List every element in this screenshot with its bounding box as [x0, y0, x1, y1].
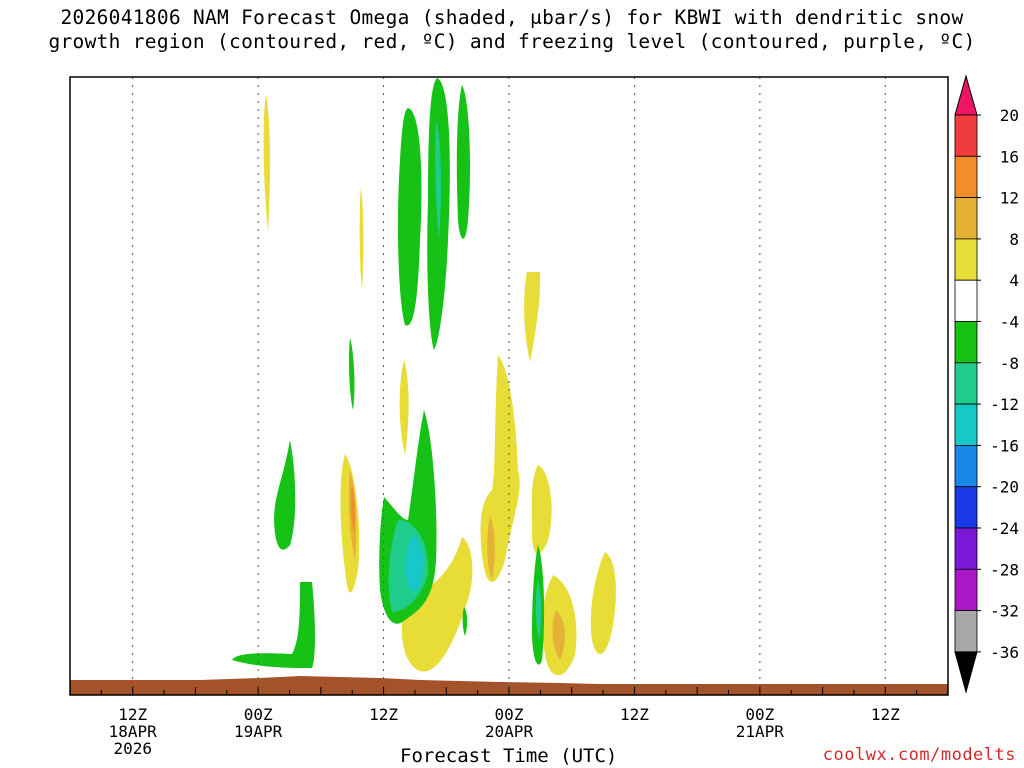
colorbar-swatch-2	[954, 155, 978, 199]
omega-shade-11	[487, 515, 495, 580]
colorbar-label-0: 20	[1000, 106, 1019, 125]
omega-shading	[232, 78, 616, 676]
colorbar-swatch-10	[954, 486, 978, 529]
x-tick-label-54: 12Z	[620, 705, 649, 724]
omega-shade-0	[263, 95, 271, 232]
x-tick-label-6: 12Z	[118, 705, 147, 724]
x-tick-label-42: 00Z	[495, 705, 524, 724]
omega-shade-20	[232, 582, 315, 668]
omega-shade-17	[349, 338, 355, 410]
omega-shade-7	[401, 537, 473, 672]
colorbar-label-10: -24	[990, 519, 1019, 538]
omega-shade-21	[462, 607, 468, 636]
omega-shade-9	[590, 552, 616, 654]
omega-shade-5	[531, 465, 552, 554]
colorbar-label-8: -16	[990, 436, 1019, 455]
colorbar-swatch-13	[954, 610, 978, 653]
omega-shade-25	[405, 535, 423, 591]
omega-shade-16	[456, 85, 470, 239]
x-tick-label-30: 12Z	[369, 705, 398, 724]
colorbar-swatch-9	[954, 444, 978, 488]
colorbar-swatch-11	[954, 527, 978, 570]
omega-shade-23	[435, 120, 441, 240]
omega-shade-12	[552, 610, 565, 660]
colorbar-label-4: 4	[1009, 271, 1019, 290]
colorbar-top-arrow	[954, 74, 978, 116]
credit-text: coolwx.com/modelts	[822, 745, 1016, 765]
colorbar-label-11: -28	[990, 560, 1019, 579]
omega-shade-1	[359, 187, 364, 290]
x-tick-label-6: 2026	[113, 739, 152, 758]
colorbar-label-13: -36	[990, 643, 1019, 662]
omega-shade-26	[535, 580, 542, 640]
omega-shade-14	[397, 108, 422, 326]
x-tick-label-18: 19APR	[234, 722, 283, 741]
colorbar-label-12: -32	[990, 602, 1019, 621]
colorbar-swatch-3	[954, 197, 978, 240]
x-tick-label-66: 00Z	[745, 705, 774, 724]
x-tick-label-18: 00Z	[244, 705, 273, 724]
omega-shade-13	[350, 484, 356, 534]
colorbar: 20 16 12 8 4 -4 -8 -12 -16 -20 -24 -28 -32 -36	[954, 74, 1019, 694]
colorbar-swatch-7	[954, 362, 978, 405]
colorbar-swatch-12	[954, 568, 978, 611]
colorbar-label-3: 8	[1009, 230, 1019, 249]
x-tick-label-42: 20APR	[485, 722, 534, 741]
x-axis-title: Forecast Time (UTC)	[400, 745, 618, 767]
omega-shade-18	[274, 440, 296, 550]
colorbar-label-2: 12	[1000, 189, 1019, 208]
colorbar-swatch-1	[954, 114, 978, 157]
colorbar-label-5: -4	[1000, 313, 1019, 332]
chart-title-line-2: growth region (contoured, red, ºC) and f…	[48, 30, 976, 53]
colorbar-swatch-6	[954, 321, 978, 364]
colorbar-label-7: -12	[990, 395, 1019, 414]
colorbar-bottom-arrow	[954, 651, 978, 694]
colorbar-swatch-8	[954, 403, 978, 446]
omega-shade-2	[524, 272, 541, 362]
colorbar-label-1: 16	[1000, 147, 1019, 166]
colorbar-label-6: -8	[1000, 354, 1019, 373]
chart-title-line-1: 2026041806 NAM Forecast Omega (shaded, μ…	[60, 6, 964, 29]
colorbar-swatch-5	[954, 279, 978, 322]
x-tick-label-6: 18APR	[109, 722, 158, 741]
x-tick-label-66: 21APR	[736, 722, 785, 741]
colorbar-label-9: -20	[990, 478, 1019, 497]
omega-shade-3	[399, 360, 409, 455]
colorbar-swatch-4	[954, 238, 978, 281]
x-tick-label-78: 12Z	[871, 705, 900, 724]
